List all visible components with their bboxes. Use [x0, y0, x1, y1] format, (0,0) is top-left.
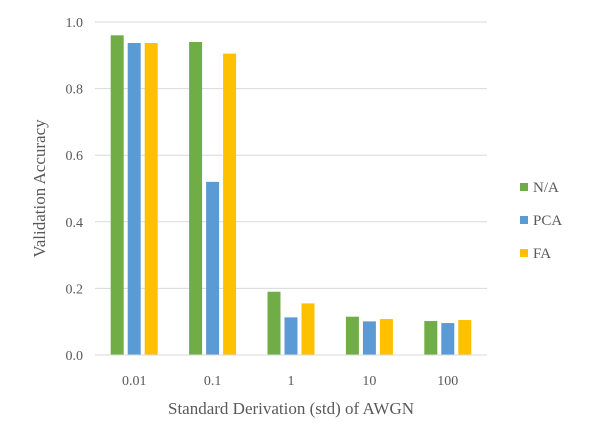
bar-pca-0.01 [127, 42, 141, 355]
legend-swatch [520, 183, 528, 191]
x-tick-labels: 0.01 0.1 1 10 100 [122, 374, 458, 389]
bar-na-0.1 [189, 41, 203, 355]
y-tick-label: 0.8 [66, 83, 84, 98]
y-axis-title: Validation Accuracy [30, 119, 49, 258]
bar-na-0.01 [110, 35, 124, 355]
x-axis-title: Standard Derivation (std) of AWGN [168, 399, 414, 418]
x-tick-label: 100 [437, 374, 458, 389]
bar-pca-10 [362, 321, 376, 355]
bar-na-100 [424, 321, 438, 355]
x-tick-label: 0.01 [122, 374, 147, 389]
x-tick-label: 10 [362, 374, 376, 389]
bars [110, 35, 472, 355]
bar-fa-10 [379, 319, 393, 355]
bar-fa-100 [458, 320, 472, 355]
bar-na-1 [267, 291, 281, 355]
y-tick-label: 0.0 [66, 349, 84, 364]
legend-label: N/A [533, 180, 559, 196]
legend-label: PCA [533, 213, 562, 229]
bar-fa-1 [301, 303, 315, 355]
y-tick-label: 0.2 [66, 282, 84, 297]
gridlines [95, 21, 487, 289]
bar-pca-1 [284, 317, 298, 355]
y-tick-label: 0.4 [66, 216, 84, 231]
legend-swatch [520, 249, 528, 257]
legend-swatch [520, 216, 528, 224]
bar-pca-100 [441, 323, 455, 355]
bar-fa-0.01 [144, 42, 158, 355]
bar-pca-0.1 [206, 181, 220, 355]
legend: N/A PCA FA [520, 180, 562, 262]
y-tick-labels: 0.0 0.2 0.4 0.6 0.8 1.0 [66, 16, 84, 364]
bar-na-10 [345, 316, 359, 355]
x-tick-label: 1 [288, 374, 295, 389]
legend-label: FA [533, 246, 551, 262]
x-tick-label: 0.1 [204, 374, 222, 389]
y-tick-label: 1.0 [66, 16, 84, 31]
y-tick-label: 0.6 [66, 149, 84, 164]
bar-fa-0.1 [223, 53, 237, 355]
